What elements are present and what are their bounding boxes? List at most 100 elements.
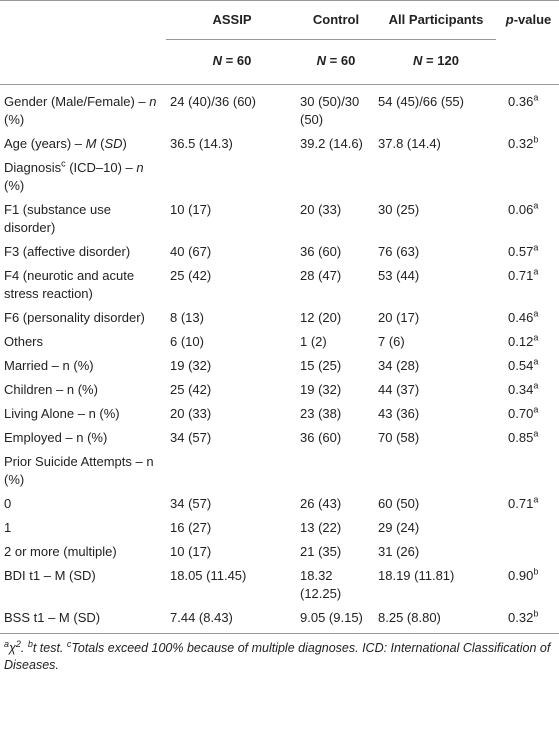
row-label: BSS t1 – M (SD) [0,606,166,634]
p-value: 0.90b [496,564,559,606]
cell: 34 (57) [170,430,212,445]
row: BDI t1 – M (SD) 18.05 (11.45) 18.32 (12.25… [0,564,559,606]
text: 0.90 [508,568,534,583]
superscript: a [533,494,539,505]
p-value: 0.46a [496,306,559,330]
text: 0.70 [508,406,534,421]
cell: 9.05 (9.15) [296,606,374,634]
row: Diagnosisc (ICD–10) – n (%) [0,156,559,198]
text: Age (years) – [4,136,86,151]
cell: 54 (45)/66 (55) [378,94,464,109]
superscript: a [533,380,539,391]
row: F1 (substance use disorder) 10 (17) 20 (33… [0,198,559,240]
text: Prior Suicide Attempts – n (%) [4,454,154,487]
text: 0.85 [508,430,534,445]
cell: 25 (42) [170,268,212,283]
count-header: N = 60 [166,39,296,85]
text: N [413,53,423,68]
cell: 28 (47) [300,268,342,283]
text: F4 (neurotic and acute stress reaction) [4,268,135,301]
row-label: 0 [0,492,166,516]
p-value [496,516,559,540]
cell: 53 (44) [378,268,420,283]
cell: 1 (2) [300,334,327,349]
p-value: 0.57a [496,240,559,264]
row: Living Alone – n (%) 20 (33) 23 (38) 43 (36… [0,402,559,426]
cell: 36.5 (14.3) [170,136,233,151]
row-label: Employed – n (%) [0,426,166,450]
p-value: 0.36a [496,85,559,133]
empty [496,39,559,85]
text: . [20,641,28,655]
superscript: a [533,404,539,415]
text: (ICD–10) – [65,160,137,175]
row: 2 or more (multiple) 10 (17) 21 (35) 31 (26… [0,540,559,564]
cell: 18.19 (11.81) [378,568,455,583]
text: t test. [32,641,67,655]
cell [296,450,374,492]
cell [166,450,296,492]
superscript: c [61,158,66,169]
row: 1 16 (27) 13 (22) 29 (24) [0,516,559,540]
row-label: 2 or more (multiple) [0,540,166,564]
superscript: a [533,92,539,103]
row: Gender (Male/Female) – n (%) 24 (40)/36 (… [0,85,559,133]
p-value: 0.54a [496,354,559,378]
text: 0.32 [508,610,534,625]
p-value: 0.71a [496,492,559,516]
superscript: a [533,332,539,343]
cell: 15 (25) [300,358,342,373]
text: 0.46 [508,310,534,325]
text: 0.12 [508,334,534,349]
text: 0.32 [508,136,534,151]
row-label: 1 [0,516,166,540]
superscript: a [533,266,539,277]
text: N [316,53,327,68]
superscript: b [533,566,539,577]
row: F3 (affective disorder) 40 (67) 36 (60) 76 … [0,240,559,264]
cell: 20 (33) [300,202,342,217]
text: 0.34 [508,382,534,397]
row: Children – n (%) 25 (42) 19 (32) 44 (37) 0.3… [0,378,559,402]
text: 2 or more (multiple) [4,544,117,559]
text: M [85,136,97,151]
cell: 76 (63) [378,244,420,259]
text: 0 [4,496,12,511]
row: Prior Suicide Attempts – n (%) [0,450,559,492]
cell: 30 (50)/30 (50) [300,94,360,127]
row: Others 6 (10) 1 (2) 7 (6) 0.12a [0,330,559,354]
p-value: 0.32b [496,132,559,156]
p-value: 0.12a [496,330,559,354]
text: 0.71 [508,268,534,283]
p-value: 0.32b [496,606,559,634]
row-label: Diagnosisc (ICD–10) – n (%) [0,156,166,198]
row-label: BDI t1 – M (SD) [0,564,166,606]
cell: 40 (67) [170,244,212,259]
text: Gender (Male/Female) – [4,94,150,109]
column-header: Control [296,0,374,40]
text: 0.71 [508,496,534,511]
cell: 25 (42) [170,382,212,397]
data-table: ASSIP Control All Participants p-value N = … [0,0,559,634]
cell: 18.05 (11.45) [170,568,247,583]
cell: 30 (25) [378,202,420,217]
row: F6 (personality disorder) 8 (13) 12 (20) 20… [0,306,559,330]
cell: 24 (40)/36 (60) [170,94,256,109]
row-label: F4 (neurotic and acute stress reaction) [0,264,166,306]
footnote: aχ2. bt test. cTotals exceed 100% becaus… [0,634,559,674]
row-label: Prior Suicide Attempts – n (%) [0,450,166,492]
row-label: Children – n (%) [0,378,166,402]
cell: 36 (60) [300,244,342,259]
cell: 39.2 (14.6) [300,136,363,151]
row: 0 34 (57) 26 (43) 60 (50) 0.71a [0,492,559,516]
cell: 60 (50) [378,496,420,511]
text: n [149,94,157,109]
cell: 44 (37) [378,382,420,397]
corner [0,39,166,85]
cell [374,156,496,198]
superscript: a [533,200,539,211]
cell: 19 (32) [170,358,212,373]
row-label: Married – n (%) [0,354,166,378]
column-header: ASSIP [166,0,296,40]
